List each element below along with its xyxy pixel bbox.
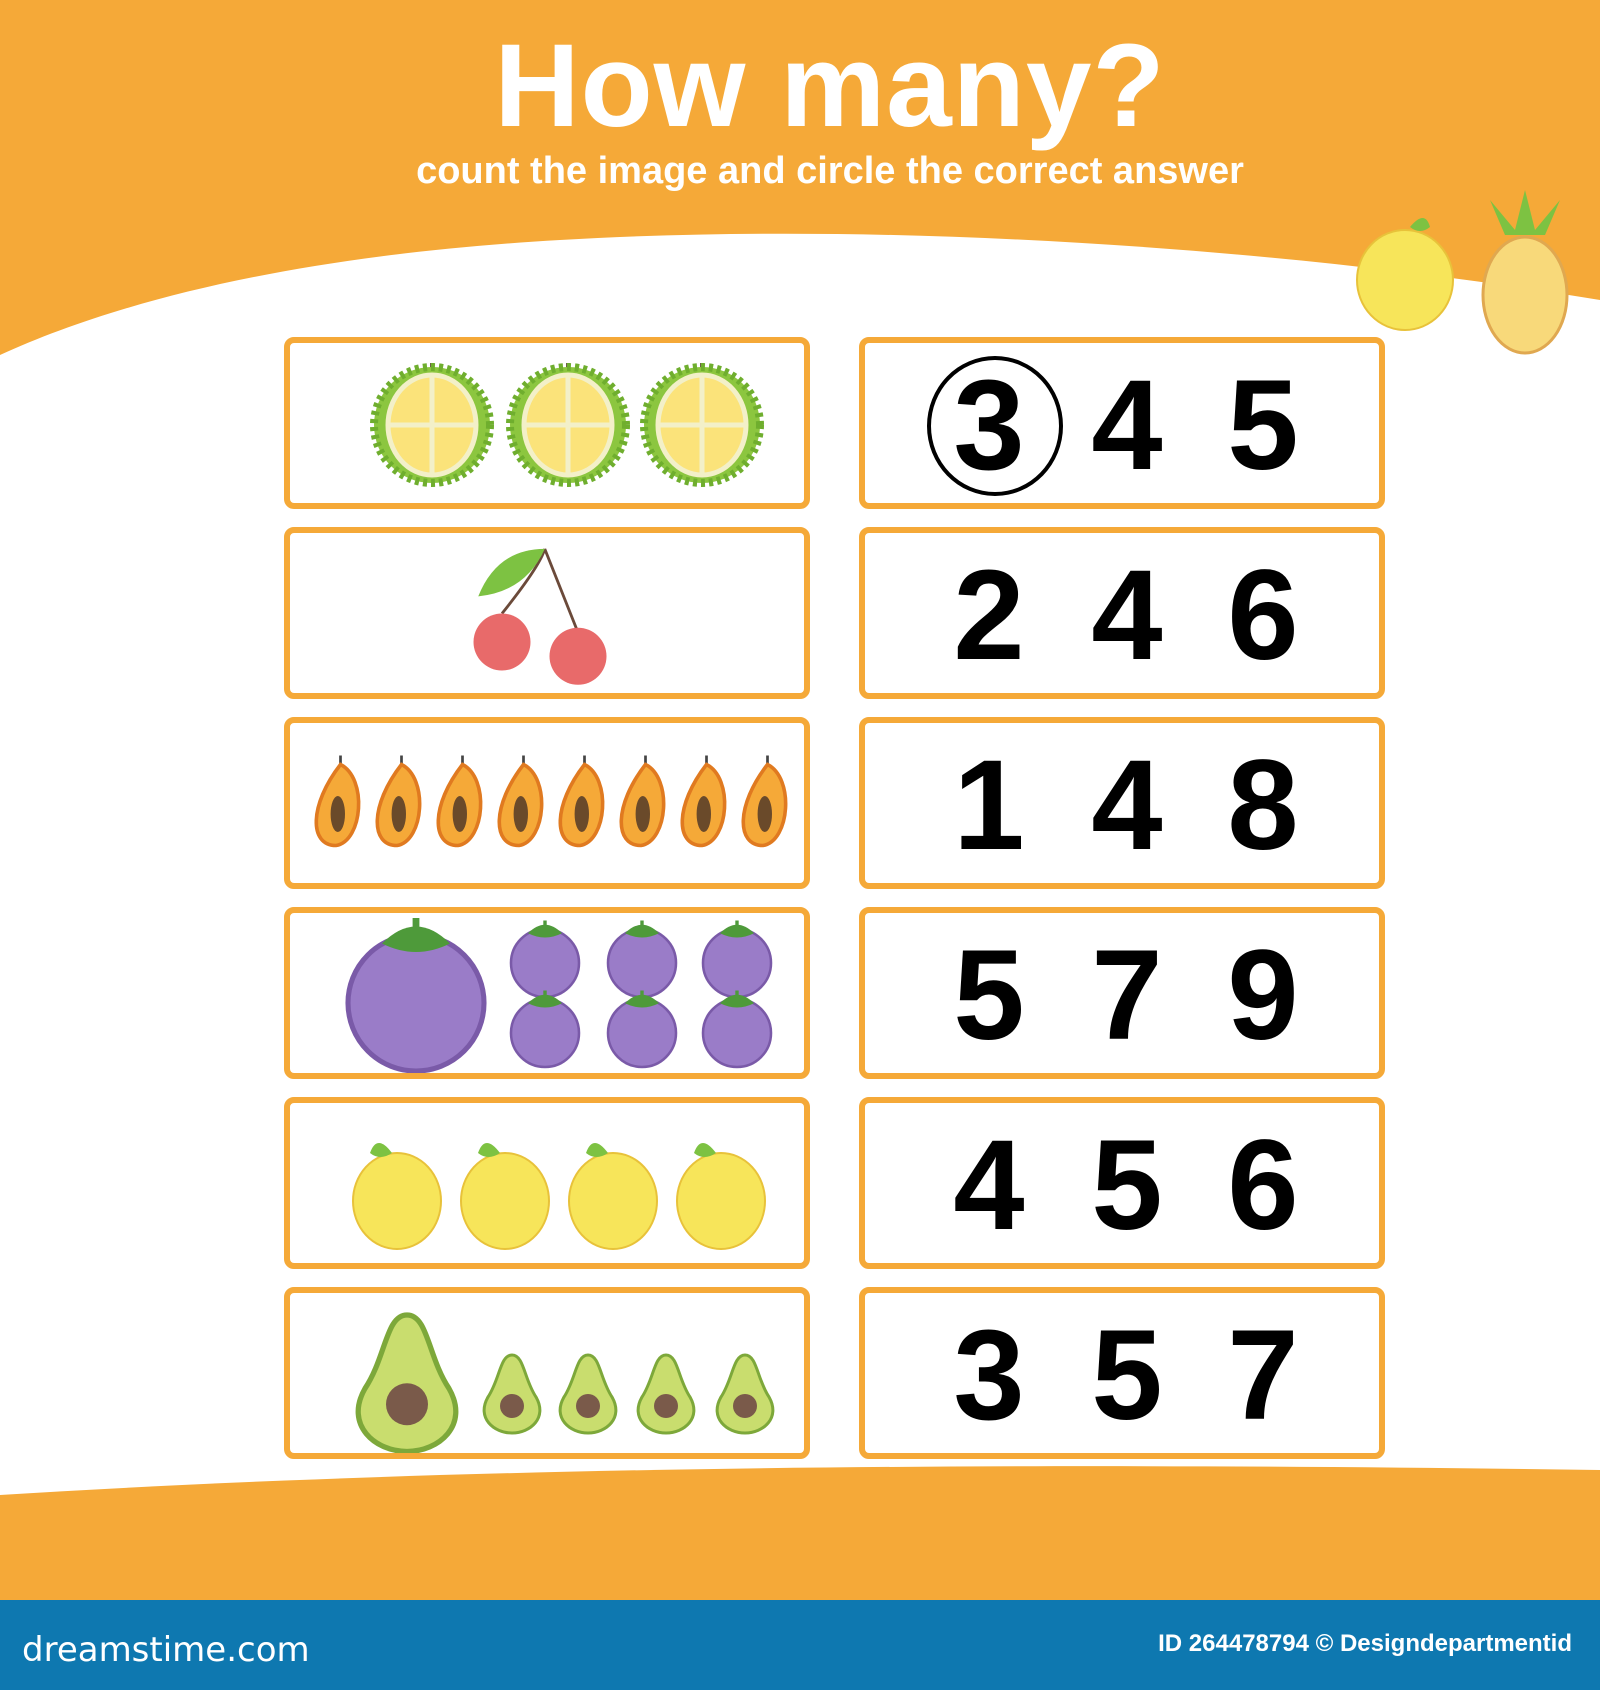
papaya-icon: [436, 755, 483, 848]
answer-option[interactable]: 9: [1227, 924, 1299, 1067]
answer-option[interactable]: 2: [953, 544, 1025, 687]
avocado-icon: [355, 1312, 459, 1453]
mangosteen-icon: [606, 990, 678, 1069]
mangosteen-icon: [606, 920, 678, 999]
answer-option[interactable]: 7: [1091, 924, 1163, 1067]
answer-option[interactable]: 3: [953, 1304, 1025, 1447]
papaya-icon: [680, 755, 727, 848]
image-credit: ID 264478794 © Designdepartmentid: [1158, 1630, 1572, 1657]
answer-option-circled[interactable]: 3: [927, 351, 1063, 501]
mangosteen-icon: [345, 917, 487, 1073]
lemon-icon: [1356, 218, 1454, 331]
footer-bar: dreamstime.com ID 264478794 © Designdepa…: [0, 1600, 1600, 1690]
answer-option[interactable]: 4: [1091, 734, 1163, 877]
papaya-icon: [314, 755, 361, 848]
fruit-picture-box-cherry: [284, 527, 810, 699]
durian-icon: [640, 363, 764, 487]
answer-option[interactable]: 4: [1091, 544, 1163, 687]
instructions: count the image and circle the correct a…: [416, 150, 1244, 192]
papaya-icon: [375, 755, 422, 848]
answer-option[interactable]: 4: [953, 1114, 1025, 1257]
lemon-icon: [352, 1143, 442, 1250]
mangosteen-icon: [509, 920, 581, 999]
lemon-icon: [568, 1143, 658, 1250]
cherry-icon: [473, 548, 607, 685]
papaya-icon: [741, 755, 788, 848]
answer-option[interactable]: 1: [953, 734, 1025, 877]
fruit-picture-box-lemon: [284, 1097, 810, 1269]
papaya-icon: [619, 755, 666, 848]
fruit-picture-box-papaya: [284, 717, 810, 889]
lemon-icon: [676, 1143, 766, 1250]
fruit-picture-box-mangosteen: [284, 907, 810, 1079]
header-band: [0, 0, 1600, 355]
mangosteen-icon: [701, 990, 773, 1069]
site-logo[interactable]: dreamstime.com: [22, 1630, 310, 1670]
avocado-icon: [715, 1353, 775, 1435]
page-title: How many?: [494, 20, 1166, 152]
answer-option[interactable]: 8: [1227, 734, 1299, 877]
durian-icon: [506, 363, 630, 487]
answer-option[interactable]: 6: [1227, 544, 1299, 687]
avocado-icon: [558, 1353, 618, 1435]
avocado-icon: [482, 1353, 542, 1435]
answer-option[interactable]: 5: [953, 924, 1025, 1067]
mangosteen-icon: [701, 920, 773, 999]
durian-icon: [370, 363, 494, 487]
answer-option[interactable]: 5: [1091, 1304, 1163, 1447]
bottom-band: [0, 1466, 1600, 1600]
lemon-icon: [460, 1143, 550, 1250]
answer-option[interactable]: 7: [1227, 1304, 1299, 1447]
avocado-icon: [636, 1353, 696, 1435]
answer-option[interactable]: 4: [1091, 354, 1163, 497]
pineapple-icon: [1481, 190, 1569, 355]
papaya-icon: [558, 755, 605, 848]
papaya-icon: [497, 755, 544, 848]
answer-option[interactable]: 5: [1091, 1114, 1163, 1257]
answer-option[interactable]: 5: [1227, 354, 1299, 497]
fruit-picture-box-durian: [284, 337, 810, 509]
fruit-picture-box-avocado: [284, 1287, 810, 1459]
mangosteen-icon: [509, 990, 581, 1069]
answer-option[interactable]: 6: [1227, 1114, 1299, 1257]
